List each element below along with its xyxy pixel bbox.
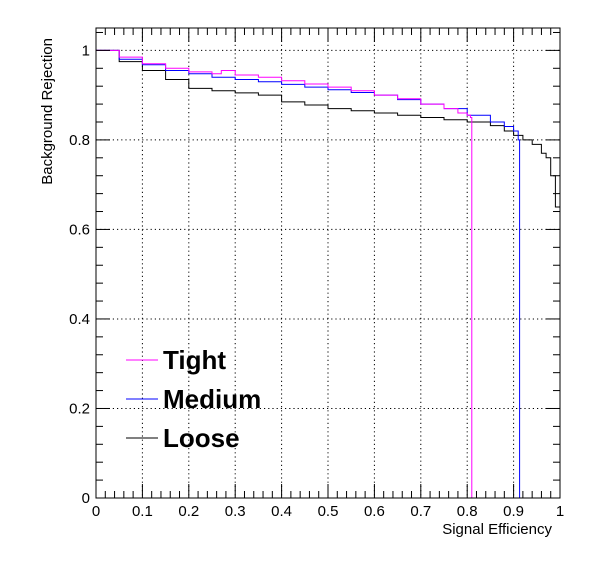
legend-label-loose: Loose bbox=[163, 423, 240, 453]
series-lines bbox=[96, 49, 561, 498]
x-tick-label: 0.8 bbox=[457, 503, 478, 520]
x-tick-label: 0.6 bbox=[364, 503, 385, 520]
x-tick-label: 0.1 bbox=[132, 503, 153, 520]
grid-lines bbox=[96, 28, 560, 498]
y-tick-label: 1 bbox=[82, 42, 90, 59]
y-tick-label: 0.8 bbox=[69, 132, 90, 149]
y-tick-label: 0.4 bbox=[69, 311, 90, 328]
y-tick-label: 0.6 bbox=[69, 221, 90, 238]
y-tick-label: 0.2 bbox=[69, 400, 90, 417]
x-tick-label: 0.4 bbox=[271, 503, 292, 520]
series-line-tight bbox=[96, 49, 473, 498]
x-tick-labels: 0 0.1 0.2 0.3 0.4 0.5 0.6 0.7 0.8 0.9 1 bbox=[92, 503, 564, 520]
x-tick-label: 0.2 bbox=[178, 503, 199, 520]
axis-ticks bbox=[95, 28, 561, 499]
x-tick-label: 0.3 bbox=[225, 503, 246, 520]
x-tick-label: 0.7 bbox=[410, 503, 431, 520]
y-tick-label: 0 bbox=[82, 490, 90, 507]
y-tick-labels: 0 0.2 0.4 0.6 0.8 1 bbox=[69, 42, 90, 507]
x-tick-label: 0.5 bbox=[318, 503, 339, 520]
y-axis-title: Background Rejection bbox=[39, 38, 56, 185]
x-tick-label: 1 bbox=[556, 503, 564, 520]
legend-label-tight: Tight bbox=[163, 345, 226, 375]
legend: Tight Medium Loose bbox=[126, 345, 261, 453]
series-line-loose bbox=[96, 49, 561, 216]
x-axis-title: Signal Efficiency bbox=[442, 521, 552, 538]
x-tick-label: 0 bbox=[92, 503, 100, 520]
x-tick-label: 0.9 bbox=[503, 503, 524, 520]
legend-label-medium: Medium bbox=[163, 384, 261, 414]
